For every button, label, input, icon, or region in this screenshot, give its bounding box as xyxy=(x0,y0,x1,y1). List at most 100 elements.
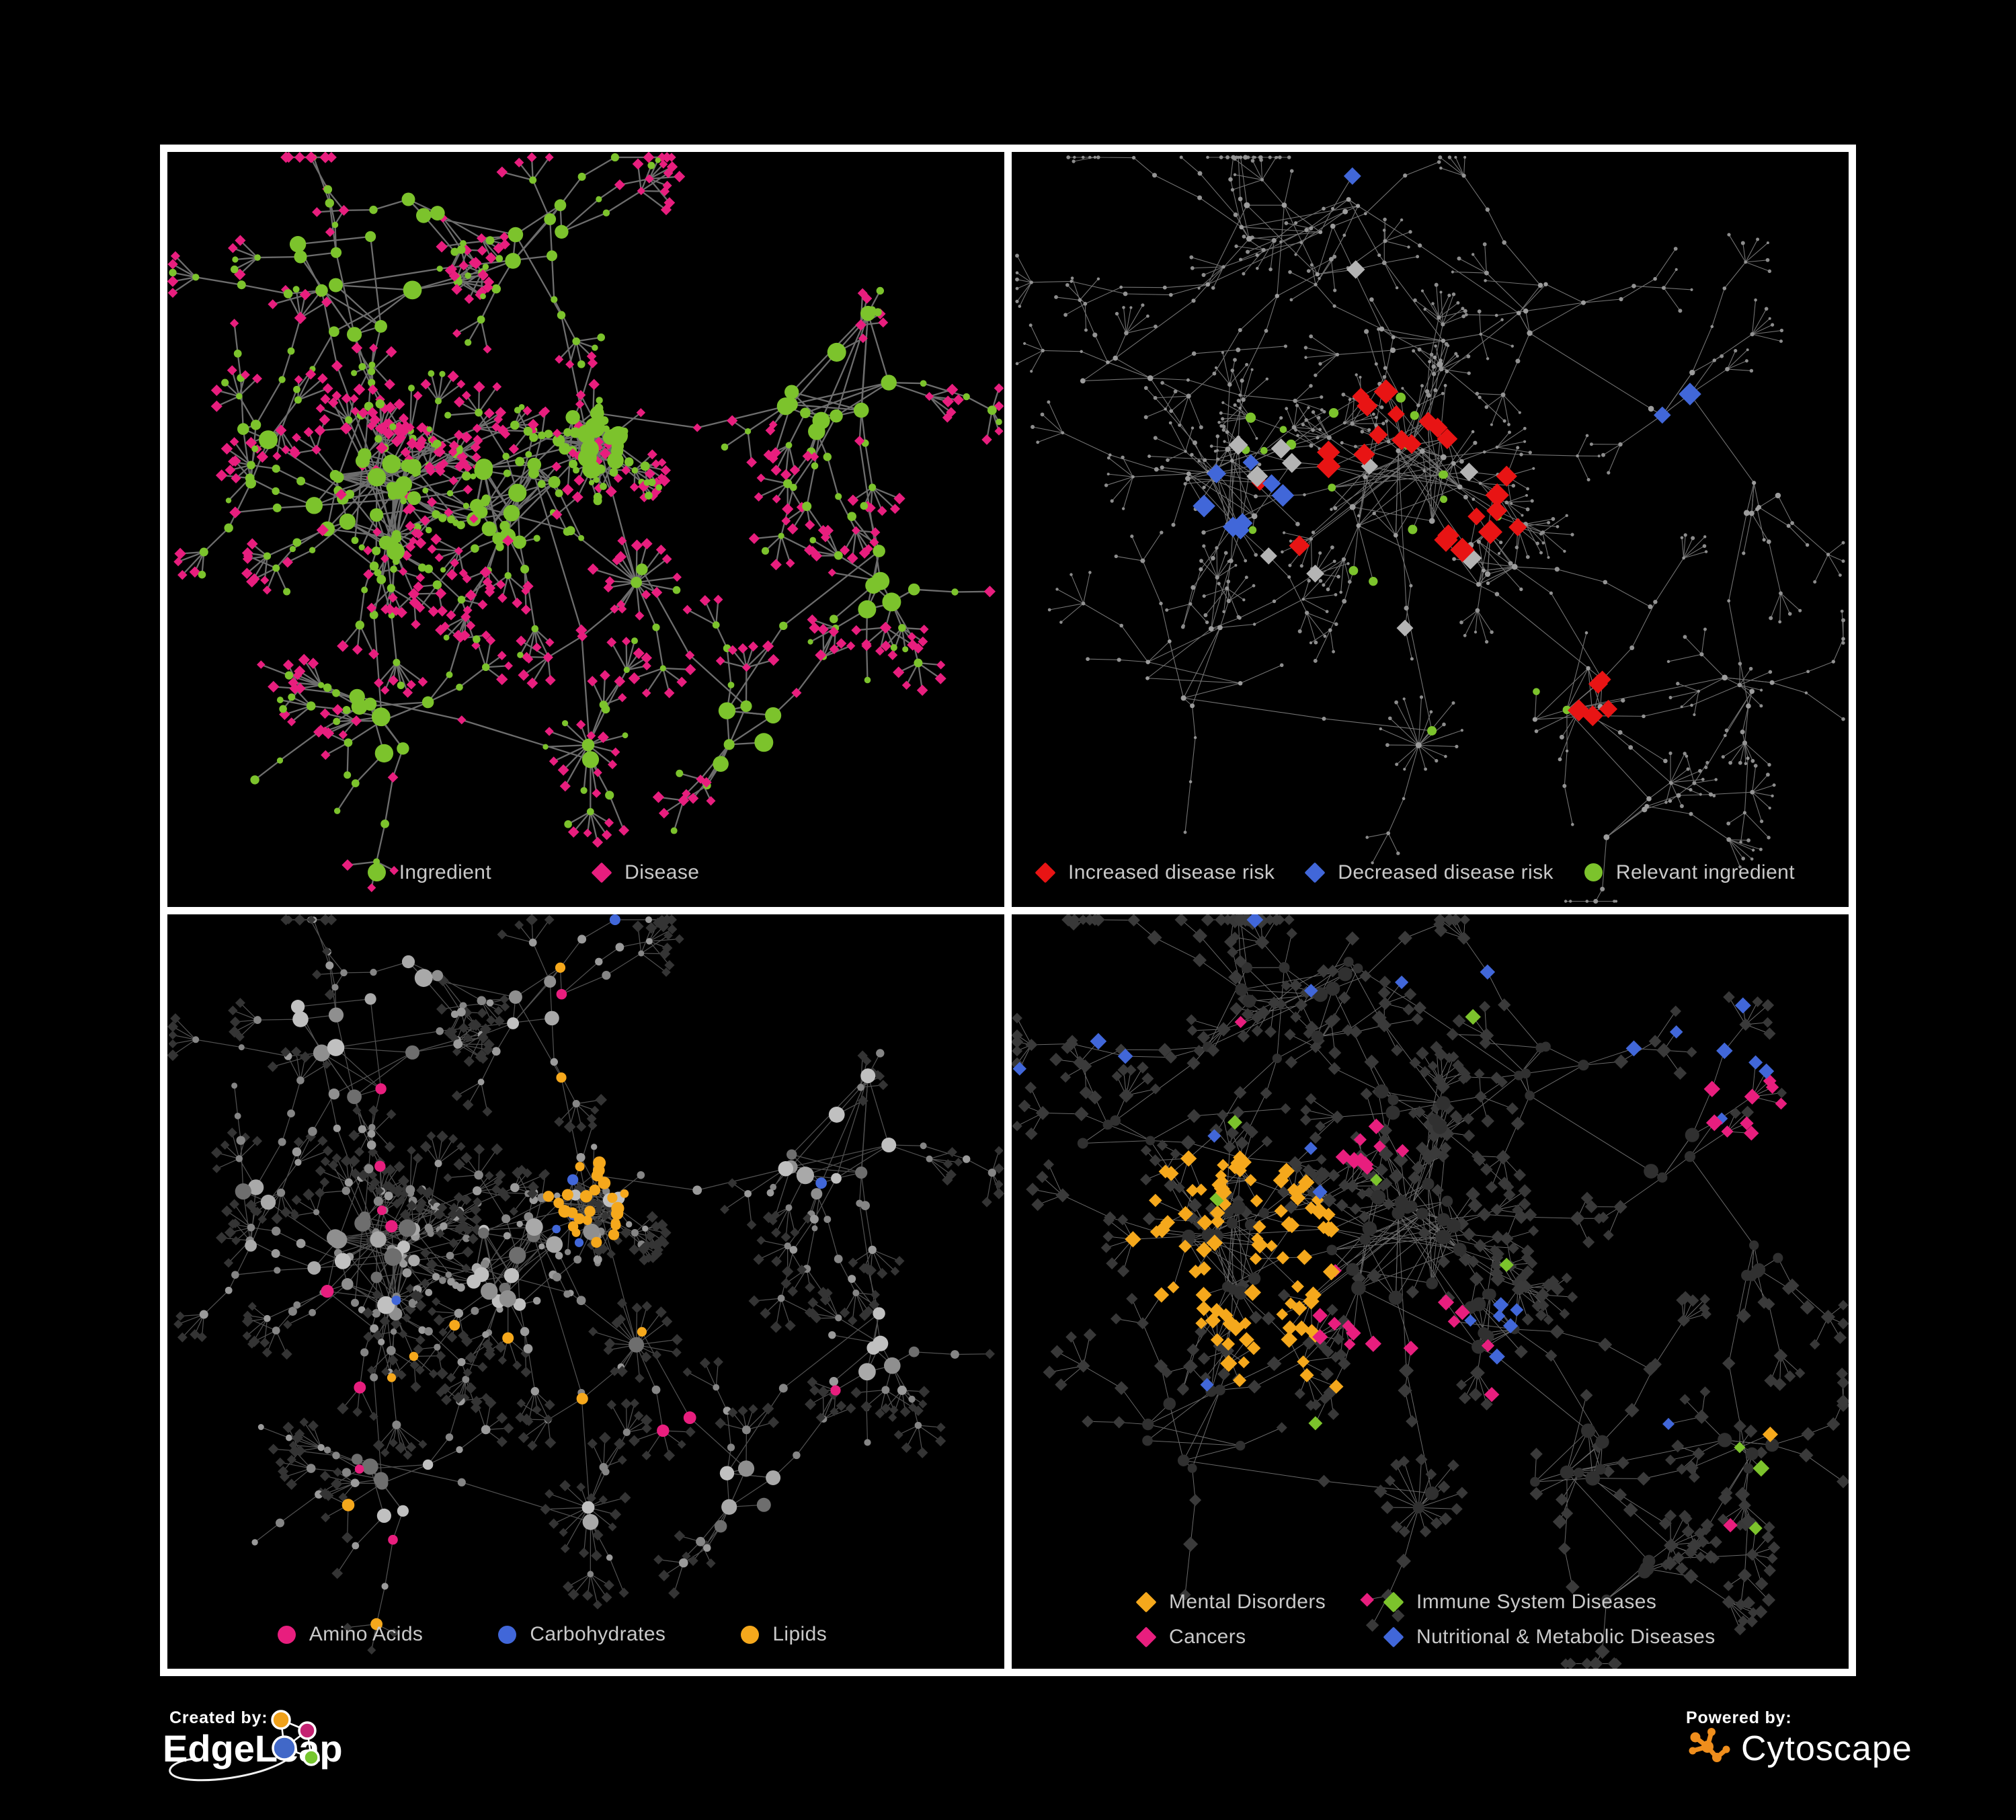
network-node xyxy=(1436,1095,1451,1110)
network-node xyxy=(1474,1090,1487,1103)
network-node xyxy=(577,360,586,368)
network-node xyxy=(1197,1261,1211,1275)
network-node xyxy=(545,1011,559,1025)
network-node xyxy=(1459,1391,1471,1404)
network-node xyxy=(1096,277,1100,280)
network-node xyxy=(1295,998,1308,1011)
network-node xyxy=(671,1333,683,1345)
diamond-marker-icon xyxy=(1383,1591,1404,1613)
network-node xyxy=(1359,1233,1371,1245)
network-node xyxy=(1191,426,1195,430)
network-node xyxy=(353,383,366,396)
network-node xyxy=(1772,783,1776,787)
network-node xyxy=(770,1320,782,1333)
network-node xyxy=(602,1187,610,1195)
network-node xyxy=(530,1386,539,1395)
network-node xyxy=(1031,424,1035,429)
network-node xyxy=(363,569,374,580)
network-node xyxy=(781,516,791,526)
network-node xyxy=(493,1015,505,1027)
network-node xyxy=(367,1645,376,1655)
network-node xyxy=(1018,305,1022,308)
network-node xyxy=(406,1441,417,1452)
network-node xyxy=(1233,173,1237,177)
network-node xyxy=(1313,1174,1324,1185)
network-node xyxy=(289,545,296,553)
network-node xyxy=(771,1255,782,1267)
network-node xyxy=(465,339,472,346)
network-node xyxy=(260,1194,276,1210)
network-node xyxy=(312,969,322,980)
network-node xyxy=(828,568,836,577)
network-node xyxy=(352,1542,360,1549)
network-node xyxy=(1149,1154,1162,1166)
network-node xyxy=(456,683,463,691)
network-node xyxy=(341,1467,352,1477)
network-node xyxy=(946,407,957,418)
network-node xyxy=(1213,449,1217,453)
network-node xyxy=(436,1130,448,1142)
network-node xyxy=(597,333,605,342)
network-node xyxy=(785,442,793,449)
network-node xyxy=(408,1254,420,1267)
network-node xyxy=(1373,379,1398,404)
network-node xyxy=(630,1398,639,1408)
network-node xyxy=(584,417,605,438)
network-node xyxy=(1275,293,1279,299)
network-node xyxy=(397,1370,407,1380)
network-node xyxy=(1463,309,1467,313)
network-node xyxy=(1385,419,1388,423)
network-node xyxy=(875,1408,885,1419)
network-node xyxy=(259,1337,270,1347)
network-node xyxy=(1239,155,1243,159)
network-node xyxy=(642,1225,649,1232)
network-node xyxy=(477,315,485,324)
network-node xyxy=(374,744,394,763)
network-node xyxy=(382,427,395,440)
network-node xyxy=(328,1088,340,1099)
network-node xyxy=(588,1326,598,1336)
network-node xyxy=(331,983,339,991)
network-node xyxy=(351,715,362,727)
network-node xyxy=(1106,360,1110,364)
network-node xyxy=(1341,392,1346,397)
network-node xyxy=(779,621,788,631)
network-node xyxy=(1221,1337,1236,1351)
network-node xyxy=(984,1348,995,1359)
network-node xyxy=(305,1131,316,1142)
network-node xyxy=(430,206,445,221)
network-node xyxy=(1690,288,1693,291)
network-node xyxy=(589,1184,600,1195)
network-node xyxy=(1716,1042,1733,1059)
network-node xyxy=(1767,836,1771,840)
network-node xyxy=(637,186,645,196)
network-node xyxy=(1570,532,1574,537)
network-node xyxy=(1559,734,1564,740)
network-node xyxy=(1187,1197,1202,1212)
network-node xyxy=(288,1444,301,1457)
cytoscape-logo: Cytoscape xyxy=(1689,1728,1912,1768)
network-node xyxy=(1364,1054,1379,1070)
network-node xyxy=(1215,546,1219,550)
network-node xyxy=(436,1367,448,1380)
network-node xyxy=(384,401,397,413)
network-node xyxy=(1186,393,1191,399)
network-node xyxy=(509,1246,526,1264)
network-node xyxy=(1396,851,1400,855)
network-node xyxy=(1408,524,1418,535)
network-node xyxy=(1158,1042,1172,1057)
network-node xyxy=(1412,1501,1424,1513)
network-node xyxy=(434,1208,446,1220)
network-node xyxy=(1015,286,1019,290)
network-node xyxy=(512,597,523,608)
network-node xyxy=(432,1272,440,1281)
network-node xyxy=(1403,768,1406,771)
network-node xyxy=(679,1558,688,1567)
network-node xyxy=(807,639,813,645)
network-node xyxy=(1388,1169,1404,1184)
network-node xyxy=(1739,840,1742,844)
network-node xyxy=(622,1428,631,1436)
network-node xyxy=(586,807,594,816)
network-node xyxy=(1235,982,1248,996)
network-node xyxy=(1090,1032,1107,1050)
